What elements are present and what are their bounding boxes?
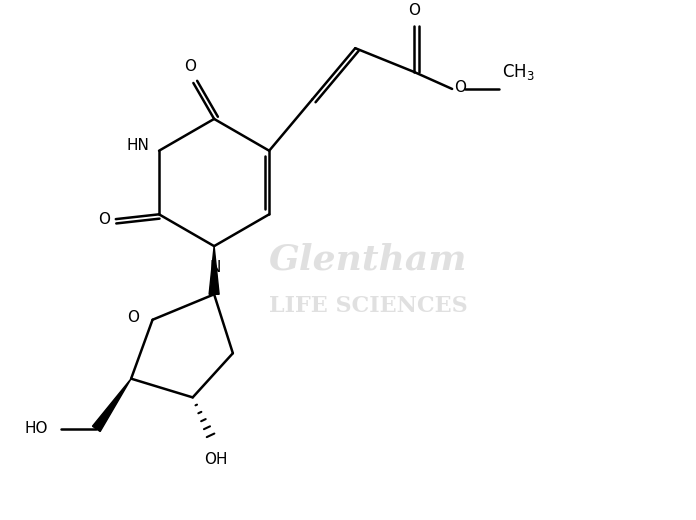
Polygon shape	[209, 246, 219, 294]
Text: O: O	[184, 59, 196, 74]
Text: HO: HO	[24, 421, 48, 436]
Text: O: O	[409, 4, 420, 18]
Text: O: O	[97, 212, 110, 227]
Text: LIFE SCIENCES: LIFE SCIENCES	[269, 295, 468, 317]
Text: N: N	[209, 259, 221, 275]
Text: HN: HN	[126, 138, 149, 153]
Text: O: O	[454, 80, 466, 95]
Text: O: O	[127, 309, 139, 324]
Polygon shape	[93, 379, 131, 432]
Text: Glentham: Glentham	[269, 242, 467, 277]
Text: CH$_3$: CH$_3$	[503, 62, 535, 82]
Text: OH: OH	[204, 452, 227, 466]
